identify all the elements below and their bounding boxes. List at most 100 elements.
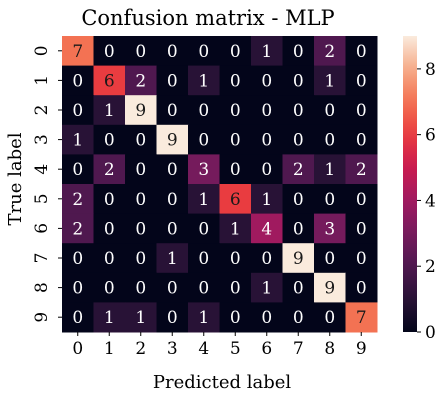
cell-value-label: 0	[356, 42, 367, 62]
x-tick-label: 0	[72, 339, 83, 359]
heatmap-cell	[93, 272, 126, 303]
cell-value-label: 0	[135, 219, 146, 239]
cell-value-label: 0	[261, 308, 272, 328]
cell-value-label: 0	[198, 249, 209, 269]
cell-value-label: 0	[135, 190, 146, 210]
cell-value-label: 0	[261, 71, 272, 91]
cell-value-label: 0	[72, 279, 83, 299]
cell-value-label: 0	[293, 42, 304, 62]
heatmap-cell	[251, 124, 283, 155]
cell-value-label: 1	[72, 131, 83, 151]
cell-value-label: 4	[261, 219, 272, 239]
heatmap-cell	[125, 36, 157, 67]
heatmap-cell	[125, 243, 157, 274]
heatmap-cell	[314, 124, 346, 155]
cell-value-label: 0	[261, 101, 272, 121]
heatmap-cell	[219, 65, 252, 96]
cell-value-label: 0	[356, 190, 367, 210]
heatmap-cell	[93, 95, 126, 126]
cell-value-label: 0	[167, 101, 178, 121]
cell-value-label: 2	[324, 42, 335, 62]
x-tick-label: 1	[104, 339, 115, 359]
heatmap-cell	[188, 302, 220, 333]
cell-value-label: 0	[198, 42, 209, 62]
heatmap-cell	[62, 243, 94, 274]
cell-value-label: 1	[135, 308, 146, 328]
heatmap-cell	[62, 154, 94, 185]
colorbar-gradient	[403, 36, 417, 332]
cell-value-label: 1	[198, 190, 209, 210]
colorbar-tick-label: 6	[425, 126, 436, 146]
heatmap-cell	[314, 243, 346, 274]
heatmap-cell	[345, 124, 378, 155]
heatmap-grid: 7 0 0 0 0 0 1 0 2 00 6 2 0 1 0 0 0 1 00 1 9 0 0 0 0 0 0 01 0 0 9 0 0 0 0 0 0…	[62, 36, 378, 333]
cell-value-label: 0	[72, 71, 83, 91]
heatmap-cell	[345, 213, 378, 244]
heatmap-cell	[188, 154, 220, 185]
heatmap-cell	[282, 302, 315, 333]
cell-value-label: 0	[356, 131, 367, 151]
cell-value-label: 3	[324, 219, 335, 239]
cell-value-label: 0	[135, 131, 146, 151]
heatmap-cell	[188, 184, 220, 215]
heatmap-cell	[314, 184, 346, 215]
heatmap-cell	[345, 154, 378, 185]
heatmap-cell	[93, 36, 126, 67]
heatmap-cell	[314, 302, 346, 333]
cell-value-label: 0	[261, 160, 272, 180]
heatmap-cell	[314, 213, 346, 244]
heatmap-cell	[251, 154, 283, 185]
cell-value-label: 9	[167, 131, 178, 151]
heatmap-cell	[282, 154, 315, 185]
heatmap-cell	[93, 302, 126, 333]
heatmap-cell	[345, 243, 378, 274]
cell-value-label: 0	[72, 101, 83, 121]
cell-value-label: 0	[167, 219, 178, 239]
heatmap-cell	[314, 272, 346, 303]
cell-value-label: 1	[104, 308, 115, 328]
x-tick-label: 9	[356, 339, 367, 359]
heatmap-cell	[219, 154, 252, 185]
cell-value-label: 0	[230, 71, 241, 91]
heatmap-cell	[282, 272, 315, 303]
cell-value-label: 0	[72, 308, 83, 328]
cell-value-label: 0	[324, 101, 335, 121]
y-tick-label: 1	[32, 75, 52, 86]
cell-value-label: 9	[293, 249, 304, 269]
heatmap-cell	[282, 213, 315, 244]
cell-value-label: 6	[230, 190, 241, 210]
heatmap-cell	[345, 65, 378, 96]
cell-value-label: 1	[230, 219, 241, 239]
heatmap-cell	[314, 95, 346, 126]
cell-value-label: 0	[324, 190, 335, 210]
heatmap-cell	[125, 154, 157, 185]
heatmap-cell	[219, 36, 252, 67]
cell-value-label: 0	[167, 279, 178, 299]
y-tick-label: 8	[32, 282, 52, 293]
y-tick-label: 3	[32, 134, 52, 145]
cell-value-label: 0	[261, 249, 272, 269]
heatmap-cell	[62, 272, 94, 303]
heatmap-cell	[219, 272, 252, 303]
y-tick-label: 7	[32, 253, 52, 264]
cell-value-label: 1	[324, 160, 335, 180]
cell-value-label: 0	[167, 42, 178, 62]
cell-value-label: 0	[356, 71, 367, 91]
heatmap-cell	[188, 36, 220, 67]
cell-value-label: 0	[167, 308, 178, 328]
cell-value-label: 0	[293, 308, 304, 328]
heatmap-cell	[188, 243, 220, 274]
heatmap-cell	[156, 184, 189, 215]
x-tick-label: 8	[324, 339, 335, 359]
cell-value-label: 0	[72, 160, 83, 180]
heatmap-cell	[251, 65, 283, 96]
cell-value-label: 0	[356, 279, 367, 299]
cell-value-label: 0	[230, 279, 241, 299]
cell-value-label: 0	[135, 160, 146, 180]
heatmap-cell	[156, 124, 189, 155]
heatmap-cell	[251, 302, 283, 333]
heatmap-cell	[62, 302, 94, 333]
heatmap-cell	[62, 213, 94, 244]
heatmap-cell	[345, 95, 378, 126]
